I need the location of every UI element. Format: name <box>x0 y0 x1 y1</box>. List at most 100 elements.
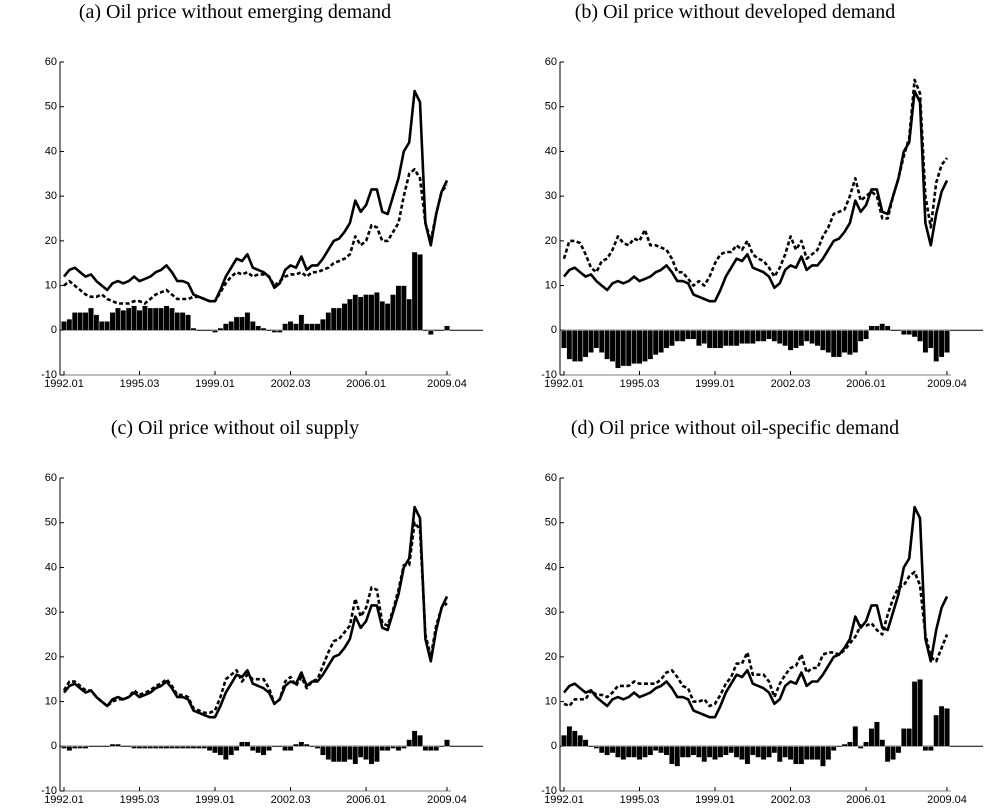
bar <box>163 305 170 331</box>
bar <box>88 307 94 331</box>
bar <box>158 307 164 331</box>
bar <box>922 746 929 751</box>
bar <box>701 330 708 344</box>
bar <box>663 746 670 756</box>
bar <box>314 746 321 749</box>
bar <box>577 734 584 747</box>
y-tick-label: 50 <box>45 517 57 529</box>
bar <box>739 330 745 344</box>
x-tick-label: 1999.01 <box>695 378 735 390</box>
bar <box>803 330 810 342</box>
bar <box>131 746 138 749</box>
bar <box>239 316 245 331</box>
bar <box>115 743 121 747</box>
x-tick-label: 2006.01 <box>346 378 386 390</box>
bar <box>706 746 713 758</box>
bar <box>722 746 729 756</box>
bar <box>771 330 778 342</box>
bar <box>298 741 305 747</box>
bar <box>303 743 310 747</box>
bar <box>636 330 643 365</box>
bar <box>679 330 686 342</box>
bar <box>625 330 632 367</box>
x-tick-label: 2009.04 <box>927 794 967 806</box>
bar <box>373 292 380 331</box>
bar <box>798 330 805 347</box>
bar <box>890 746 896 760</box>
bar <box>674 746 681 767</box>
x-tick-label: 1999.01 <box>695 794 735 806</box>
bar <box>444 739 450 747</box>
bar <box>222 746 229 760</box>
line-series <box>62 89 449 303</box>
bar <box>668 330 675 347</box>
bar <box>158 746 164 749</box>
bar <box>566 330 573 360</box>
bar <box>593 746 600 749</box>
bar <box>820 746 826 767</box>
bar <box>330 746 337 763</box>
bar <box>820 330 826 351</box>
chart-title: (b) Oil price without developed demand <box>575 1 895 23</box>
bar <box>341 303 348 331</box>
bar <box>712 330 718 349</box>
bar <box>368 746 375 765</box>
bar <box>652 746 659 751</box>
bar <box>728 330 735 347</box>
bar <box>314 323 321 331</box>
bar <box>185 314 191 331</box>
y-tick-label: 0 <box>51 324 57 336</box>
bar <box>168 746 175 749</box>
bar <box>933 330 940 362</box>
bar <box>66 318 73 331</box>
bar <box>857 330 864 342</box>
bar <box>249 746 256 751</box>
bar <box>571 730 578 747</box>
bar <box>938 705 945 747</box>
y-tick-label: 10 <box>545 695 557 707</box>
bar <box>884 325 891 331</box>
bar <box>658 746 664 754</box>
bar <box>631 746 638 758</box>
bar <box>793 746 799 765</box>
bar <box>636 746 643 760</box>
bar <box>701 746 708 763</box>
y-tick-label: -10 <box>41 369 57 381</box>
bar <box>109 743 116 747</box>
bar <box>266 746 272 751</box>
bar <box>347 298 353 331</box>
y-tick-label: 60 <box>45 472 57 484</box>
bar <box>104 321 111 331</box>
bar <box>825 330 832 353</box>
bar <box>400 285 407 331</box>
bar <box>917 330 923 342</box>
bar <box>71 312 78 331</box>
bar <box>260 327 267 331</box>
chart-title: (a) Oil price without emerging demand <box>79 1 391 23</box>
y-tick-label: 30 <box>45 190 57 202</box>
bar <box>142 305 148 331</box>
bar <box>609 330 616 362</box>
bar <box>341 746 348 763</box>
bar <box>739 746 745 760</box>
bar <box>647 330 654 360</box>
bar <box>668 746 675 765</box>
bar <box>379 746 386 751</box>
bar <box>749 330 756 344</box>
bar <box>195 746 202 749</box>
y-tick-label: 60 <box>45 56 57 68</box>
bar <box>61 321 67 331</box>
bar <box>571 330 578 362</box>
bar <box>695 330 702 347</box>
bar <box>390 746 396 749</box>
bar <box>309 323 316 331</box>
chart-title: (c) Oil price without oil supply <box>111 417 359 439</box>
bar <box>244 312 251 331</box>
bar <box>803 746 810 760</box>
bar <box>411 251 418 331</box>
bar <box>744 746 751 765</box>
bar <box>706 330 713 349</box>
bar <box>852 330 859 353</box>
bar <box>814 746 821 760</box>
